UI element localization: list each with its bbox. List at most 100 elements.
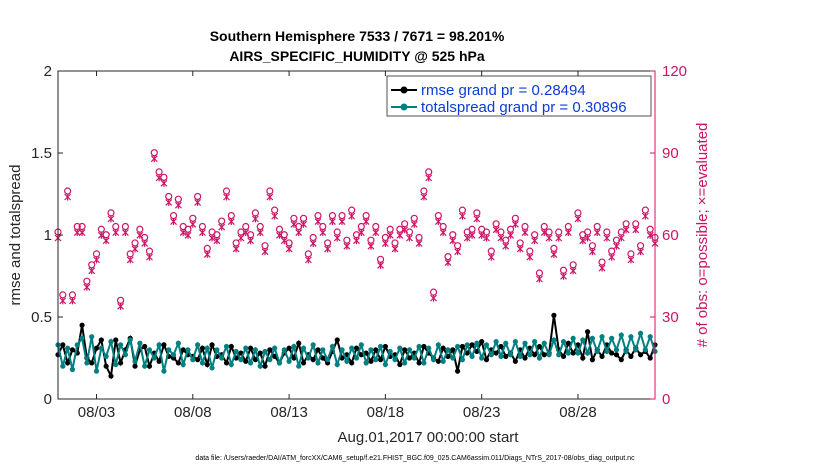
- series-point-1: [498, 353, 504, 359]
- series-point-0: [560, 353, 567, 359]
- obs-evaluated-marker: [584, 234, 592, 242]
- obs-possible-marker: [439, 222, 447, 231]
- series-point-0: [93, 345, 100, 351]
- obs-possible-marker: [97, 225, 105, 233]
- obs-evaluated-marker: [174, 201, 182, 209]
- obs-evaluated-marker: [415, 239, 423, 247]
- obs-possible-marker: [434, 212, 442, 220]
- legend-rmse-marker: [400, 86, 408, 94]
- series-point-0: [421, 343, 427, 350]
- obs-evaluated-marker: [420, 193, 428, 201]
- obs-evaluated-marker: [78, 229, 86, 237]
- obs-possible-marker: [203, 244, 211, 252]
- series-point-1: [281, 347, 287, 353]
- series-point-1: [272, 345, 278, 351]
- series-point-0: [373, 347, 379, 353]
- obs-evaluated-marker: [83, 283, 91, 291]
- series-point-1: [426, 345, 432, 351]
- series-point-1: [406, 347, 413, 353]
- obs-evaluated-marker: [545, 234, 553, 242]
- obs-possible-marker: [545, 228, 553, 236]
- series-point-1: [79, 335, 85, 341]
- obs-evaluated-marker: [237, 234, 245, 242]
- series-point-1: [296, 363, 302, 369]
- y-tick-label-right: 90: [662, 145, 679, 162]
- series-point-0: [315, 347, 321, 353]
- series-point-0: [589, 357, 596, 363]
- obs-possible-marker: [641, 206, 649, 214]
- obs-evaluated-marker: [434, 218, 442, 226]
- obs-evaluated-marker: [348, 212, 356, 220]
- obs-evaluated-marker: [199, 229, 206, 237]
- series-point-1: [637, 330, 644, 336]
- obs-evaluated-marker: [117, 302, 125, 310]
- obs-possible-marker: [194, 192, 202, 201]
- series-point-1: [527, 352, 533, 358]
- obs-possible-marker: [319, 222, 327, 231]
- series-point-1: [233, 348, 239, 355]
- series-point-1: [60, 363, 66, 369]
- series-point-1: [445, 347, 451, 353]
- series-point-0: [103, 363, 109, 369]
- obs-possible-marker: [189, 214, 197, 222]
- obs-evaluated-marker: [473, 215, 481, 223]
- series-point-1: [127, 337, 133, 343]
- y-tick-label-left: 2: [44, 63, 52, 80]
- series-point-0: [156, 358, 162, 364]
- series-point-0: [175, 360, 181, 366]
- series-point-1: [89, 334, 95, 340]
- series-point-0: [368, 358, 374, 364]
- series-point-1: [320, 347, 326, 353]
- obs-evaluated-marker: [333, 234, 341, 242]
- obs-possible-marker: [174, 195, 182, 203]
- obs-possible-marker: [454, 242, 462, 250]
- series-point-0: [522, 355, 528, 361]
- series-point-1: [156, 342, 162, 348]
- obs-possible-marker: [415, 233, 423, 242]
- obs-possible-marker: [275, 225, 284, 233]
- obs-evaluated-marker: [613, 242, 620, 250]
- y-tick-label-right: 0: [662, 391, 670, 408]
- obs-possible-marker: [376, 255, 385, 263]
- obs-evaluated-marker: [608, 253, 616, 261]
- obs-possible-marker: [559, 266, 568, 274]
- obs-evaluated-marker: [396, 231, 404, 239]
- legend: rmse grand pr = 0.28494 totalspread gran…: [386, 75, 652, 117]
- obs-possible-marker: [112, 222, 120, 231]
- series-point-1: [483, 342, 490, 348]
- obs-possible-marker: [64, 187, 72, 195]
- legend-spread-label: totalspread grand pr = 0.30896: [421, 99, 627, 116]
- series-point-0: [243, 358, 249, 364]
- obs-possible-marker: [535, 269, 544, 277]
- obs-evaluated-marker: [526, 253, 534, 261]
- series-point-1: [368, 347, 374, 353]
- obs-evaluated-marker: [569, 267, 577, 275]
- series-point-1: [560, 339, 567, 345]
- series-point-0: [296, 340, 302, 346]
- series-point-0: [609, 350, 615, 356]
- obs-possible-marker: [256, 222, 264, 231]
- obs-evaluated-marker: [184, 231, 192, 239]
- series-point-1: [180, 361, 186, 368]
- series-point-0: [228, 343, 234, 350]
- series-point-1: [349, 345, 355, 351]
- obs-possible-marker: [160, 173, 168, 181]
- series-point-1: [488, 352, 494, 358]
- obs-evaluated-marker: [93, 256, 100, 264]
- obs-evaluated-marker: [550, 250, 558, 258]
- obs-evaluated-marker: [256, 229, 264, 237]
- series-point-0: [493, 350, 499, 356]
- x-tick-label: 08/18: [367, 404, 405, 421]
- axis-ticks: 08/03 08/08 08/13 08/18 08/23 08/28 0 0.5 1 1.5 2 0…: [31, 63, 687, 421]
- obs-evaluated-marker: [324, 245, 332, 253]
- obs-possible-marker: [266, 187, 274, 195]
- obs-evaluated-marker: [622, 226, 630, 234]
- obs-evaluated-marker: [223, 193, 230, 201]
- obs-possible-marker: [343, 236, 351, 244]
- obs-evaluated-marker: [579, 237, 587, 245]
- series-point-1: [609, 335, 615, 341]
- x-tick-label: 08/08: [174, 404, 212, 421]
- series-point-1: [474, 340, 480, 346]
- series-point-0: [65, 360, 71, 366]
